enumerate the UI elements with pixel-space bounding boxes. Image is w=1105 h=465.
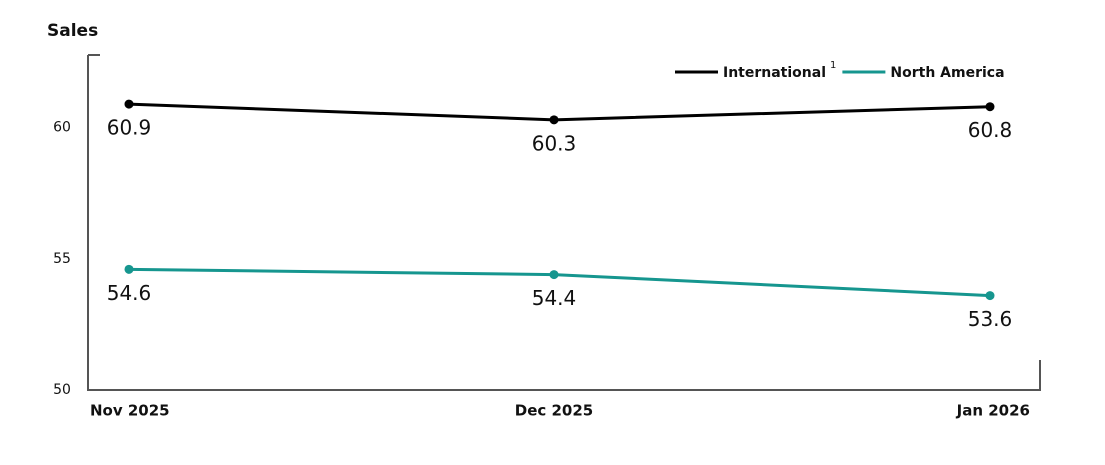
data-label: 60.8 — [968, 118, 1013, 142]
data-label: 60.3 — [532, 131, 577, 155]
series-line — [128, 102, 991, 122]
x-tick-label: Jan 2026 — [956, 402, 1030, 420]
legend-label: International — [723, 65, 826, 81]
data-point — [549, 115, 559, 125]
data-label: 60.9 — [107, 116, 152, 140]
data-point — [124, 99, 134, 109]
y-tick-label: 55 — [53, 251, 71, 267]
chart-title: Sales — [47, 21, 98, 41]
legend-label: North America — [890, 65, 1004, 81]
data-label: 54.4 — [532, 286, 577, 310]
y-tick-label: 50 — [53, 382, 71, 398]
y-tick-label: 60 — [53, 120, 71, 136]
data-point — [985, 291, 995, 301]
data-label: 53.6 — [968, 307, 1013, 331]
data-point — [124, 264, 134, 274]
x-tick-label: Dec 2025 — [515, 402, 594, 420]
data-label: 54.6 — [107, 281, 152, 305]
data-point — [549, 270, 559, 280]
legend-footnote: 1 — [830, 60, 836, 71]
data-point — [985, 102, 995, 112]
x-tick-label: Nov 2025 — [90, 402, 170, 420]
